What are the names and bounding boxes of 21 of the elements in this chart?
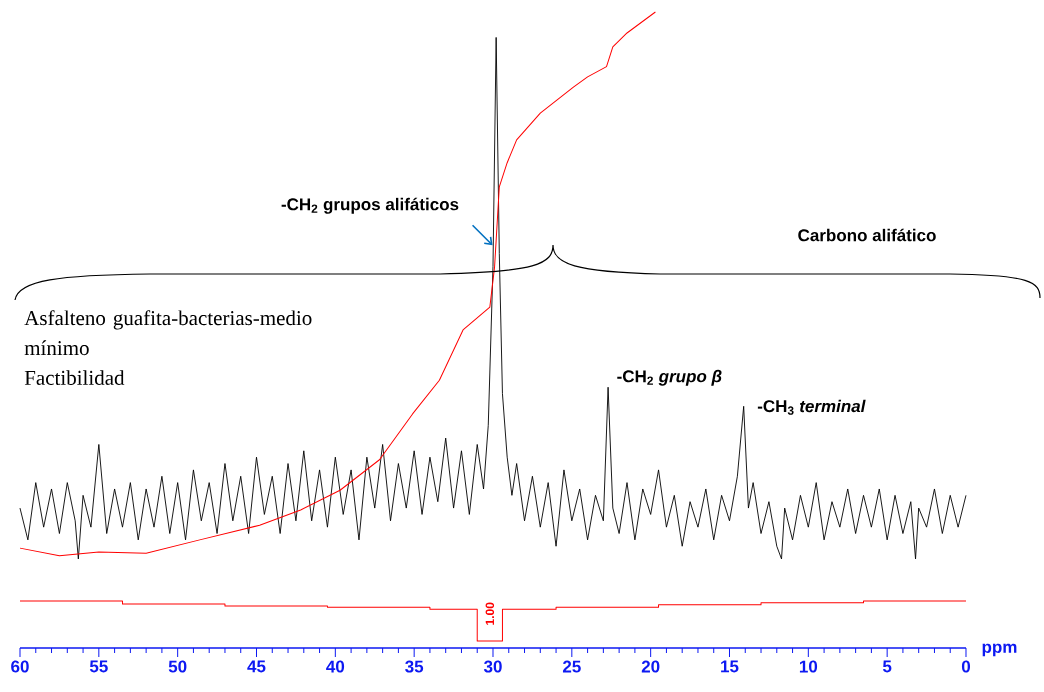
annotation: -CH$_{3}$ terminal	[757, 399, 866, 415]
annotation: Carbono alifático	[798, 228, 936, 242]
x-tick-label: 25	[562, 660, 581, 673]
x-tick-label: 5	[882, 660, 892, 673]
x-tick-label: 20	[641, 660, 660, 673]
annotation: -CH$_{2}$ grupos alifáticos	[281, 197, 459, 214]
x-tick-label: 0	[961, 660, 971, 673]
x-tick-label: 50	[168, 660, 187, 673]
annotation: Asfalteno guafita-bacterias-medio mínimo	[24, 310, 312, 356]
x-axis-title: ppm	[982, 643, 1017, 657]
annotation: 1.00	[485, 602, 495, 625]
annotation: -CH$_{2}$ grupo β	[617, 369, 722, 386]
x-tick-label: 60	[11, 660, 29, 673]
x-tick-label: 40	[326, 660, 345, 673]
x-tick-label: 55	[89, 660, 108, 673]
x-tick-label: 15	[721, 660, 739, 673]
x-tick-label: 30	[483, 660, 502, 673]
annotation: Factibilidad	[24, 370, 125, 385]
x-tick-label: 10	[799, 660, 818, 673]
x-tick-label: 45	[247, 660, 266, 673]
x-tick-label: 35	[405, 660, 424, 673]
